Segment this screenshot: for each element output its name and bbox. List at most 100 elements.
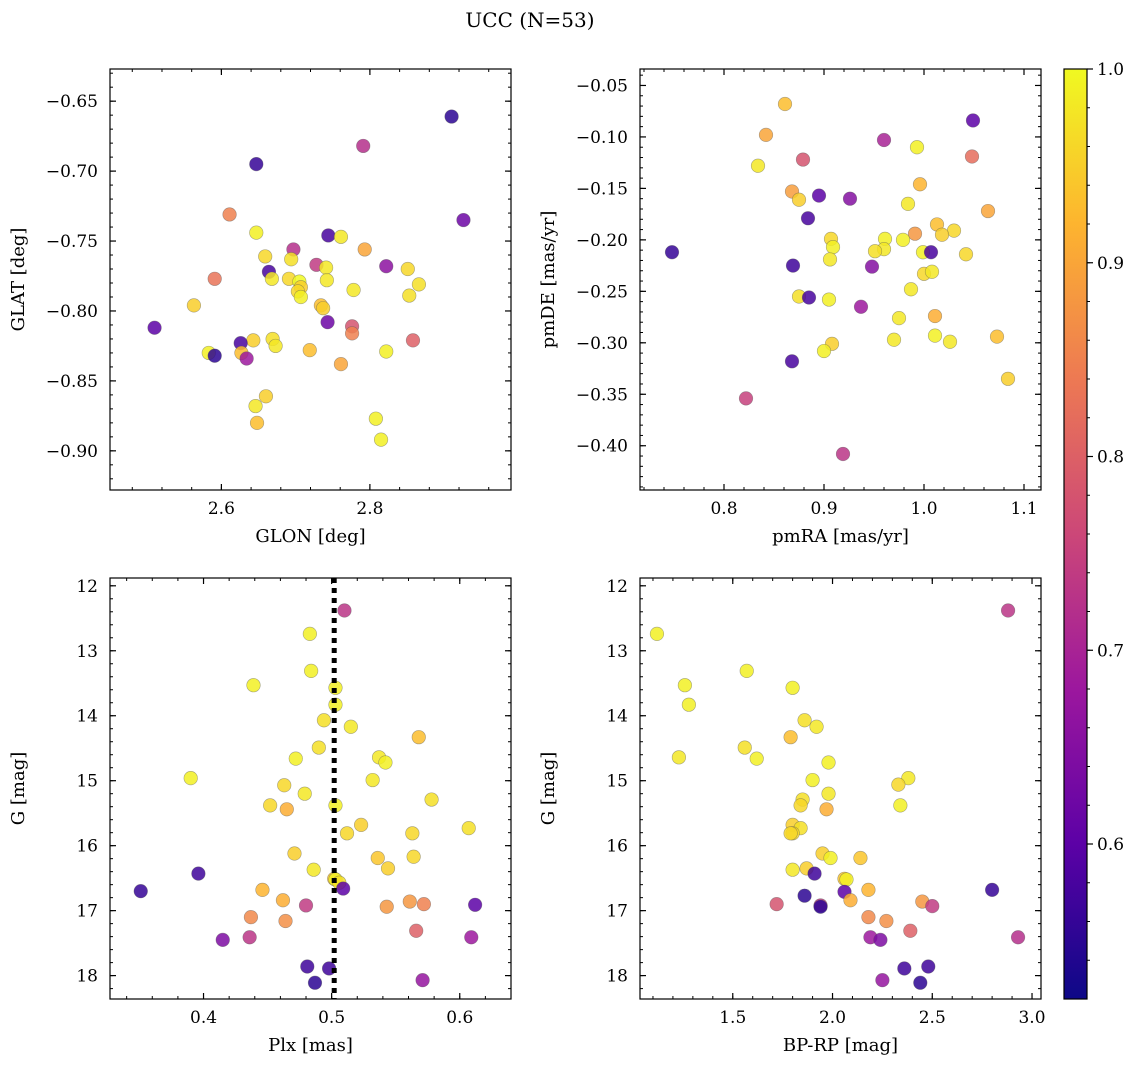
data-point [215,932,230,947]
data-point [921,959,936,974]
data-point [927,308,943,324]
data-point [333,229,349,244]
data-point [379,344,394,359]
data-point [875,973,890,988]
data-point [316,713,332,728]
data-point [809,719,824,734]
data-point [321,228,336,243]
data-point [243,910,259,925]
data-point [264,271,279,286]
minor-ticks [110,578,512,999]
data-point [405,333,421,348]
x-tick-label: 1.1 [1010,499,1037,519]
data-point [343,719,358,734]
y-tick-label: 16 [76,837,98,857]
data-point [825,239,841,255]
data-point [891,311,907,326]
data-point [785,680,800,695]
data-point [903,923,918,938]
data-point [277,778,292,793]
data-point [246,678,261,693]
data-point [183,771,198,786]
axes-frame [109,68,512,491]
data-point [791,192,807,207]
panel-bottom-left: 0.4 0.5 0.6 12 13 14 15 16 17 18 Plx [mas] G [mag] [8,577,512,1056]
data-point [822,252,838,267]
x-tick-label: 0.8 [710,499,737,519]
data-point [783,730,798,745]
minor-ticks [640,578,1041,999]
data-point [897,961,912,976]
minor-ticks [110,69,511,490]
data-point [737,740,752,755]
x-axis-label: GLON [deg] [255,526,365,547]
data-point [416,897,431,912]
y-tick-label: 12 [76,577,98,597]
data-point [783,826,798,841]
data-point [738,391,754,406]
data-point [373,432,389,447]
data-point [980,203,996,219]
y-tick-label: 16 [606,837,628,857]
x-tick-label: 0.6 [446,1008,473,1028]
data-point [785,258,801,273]
data-points [147,109,471,447]
data-point [853,850,868,866]
y-tick-label: −0.70 [46,162,98,182]
y-tick-label: −0.10 [576,128,628,148]
scatter-panels: 2.6 2.8 −0.65 −0.70 −0.75 −0.80 −0.85 −0.90 GLON… [8,68,1046,1056]
data-point [278,913,293,929]
data-point [400,261,415,277]
data-point [964,149,980,164]
data-point [907,226,923,241]
data-point [895,232,911,247]
y-tick-label: −0.75 [46,232,98,252]
data-point [879,913,894,929]
data-point [813,899,828,914]
data-point [843,893,858,908]
y-tick-label: 14 [76,707,98,727]
data-point [927,328,943,343]
data-point [380,861,396,876]
data-point [900,196,916,211]
data-point [461,821,476,836]
data-point [942,334,958,349]
data-point [306,862,321,877]
data-point [861,910,876,925]
x-axis-label: pmRA [mas/yr] [772,526,909,547]
data-point [925,898,940,914]
data-point [339,826,355,841]
figure-title: UCC (N=53) [465,8,594,32]
axes-frame [109,577,512,1000]
data-point [823,850,838,866]
y-tick-label: −0.90 [46,442,98,462]
data-point [861,882,876,897]
x-tick-label: 1.5 [719,1008,746,1028]
data-point [444,109,459,124]
y-tick-label: −0.85 [46,372,98,392]
y-axis-label: G [mag] [8,752,29,825]
data-point [839,872,854,887]
data-point [248,398,263,414]
data-point [821,755,836,770]
data-point [784,354,800,369]
data-point [411,277,427,292]
data-point [842,191,858,206]
data-point [903,282,919,297]
data-point [853,299,869,314]
data-point [405,826,420,841]
data-point [242,930,257,945]
y-tick-label: 18 [76,967,98,987]
y-tick-label: −0.20 [576,231,628,251]
data-point [298,898,314,913]
data-point [415,973,430,988]
data-point [891,777,906,792]
y-tick-label: −0.30 [576,334,628,354]
x-tick-label: 2.8 [356,499,383,519]
data-point [758,127,774,142]
data-point [379,899,394,914]
data-point [924,264,940,279]
data-point [133,884,148,899]
data-points [133,603,483,990]
